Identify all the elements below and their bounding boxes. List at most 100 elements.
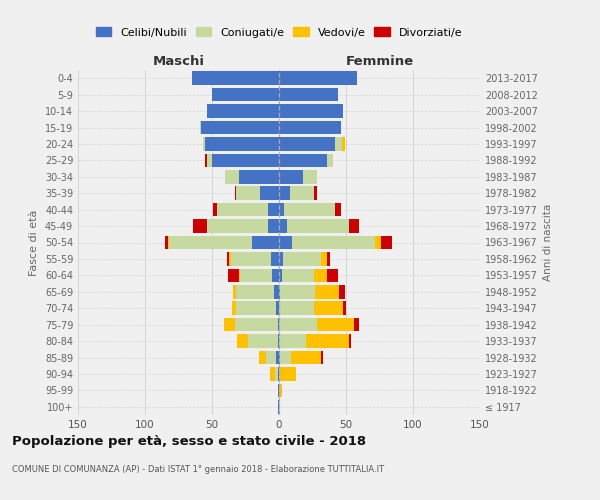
Bar bbox=[206, 104, 279, 118]
Bar bbox=[354, 318, 359, 332]
Bar bbox=[212, 154, 279, 167]
Bar bbox=[271, 252, 279, 266]
Bar bbox=[235, 318, 278, 332]
Bar bbox=[279, 154, 327, 167]
Bar bbox=[284, 203, 335, 216]
Bar bbox=[231, 252, 271, 266]
Bar bbox=[279, 252, 283, 266]
Bar bbox=[335, 203, 341, 216]
Text: Femmine: Femmine bbox=[346, 56, 413, 68]
Bar bbox=[268, 220, 279, 233]
Bar bbox=[205, 154, 206, 167]
Bar bbox=[206, 220, 268, 233]
Bar bbox=[236, 302, 277, 315]
Bar bbox=[279, 170, 303, 183]
Bar bbox=[169, 236, 252, 249]
Bar bbox=[279, 203, 284, 216]
Text: COMUNE DI COMUNANZA (AP) - Dati ISTAT 1° gennaio 2018 - Elaborazione TUTTITALIA.: COMUNE DI COMUNANZA (AP) - Dati ISTAT 1°… bbox=[12, 465, 384, 474]
Bar bbox=[205, 137, 279, 150]
Y-axis label: Fasce di età: Fasce di età bbox=[29, 210, 39, 276]
Bar bbox=[203, 137, 205, 150]
Bar bbox=[214, 203, 217, 216]
Bar bbox=[239, 268, 240, 282]
Bar bbox=[269, 367, 275, 380]
Bar bbox=[279, 384, 281, 397]
Bar bbox=[280, 351, 291, 364]
Bar bbox=[381, 236, 392, 249]
Bar bbox=[280, 367, 296, 380]
Bar bbox=[279, 367, 280, 380]
Bar bbox=[279, 72, 357, 85]
Bar bbox=[266, 351, 277, 364]
Bar bbox=[224, 318, 235, 332]
Bar bbox=[279, 104, 343, 118]
Bar bbox=[320, 252, 327, 266]
Bar bbox=[278, 384, 279, 397]
Bar bbox=[226, 170, 239, 183]
Bar bbox=[343, 302, 346, 315]
Bar bbox=[201, 121, 279, 134]
Bar bbox=[279, 137, 335, 150]
Bar bbox=[193, 220, 206, 233]
Bar bbox=[327, 252, 330, 266]
Bar bbox=[303, 170, 317, 183]
Bar bbox=[279, 121, 341, 134]
Bar bbox=[217, 203, 268, 216]
Bar bbox=[281, 268, 314, 282]
Bar bbox=[229, 252, 231, 266]
Bar bbox=[278, 367, 279, 380]
Bar bbox=[314, 186, 317, 200]
Bar bbox=[327, 268, 338, 282]
Bar bbox=[314, 302, 343, 315]
Bar bbox=[279, 186, 290, 200]
Bar bbox=[279, 334, 306, 348]
Bar bbox=[279, 351, 280, 364]
Bar bbox=[279, 268, 281, 282]
Bar bbox=[314, 268, 327, 282]
Bar bbox=[340, 285, 344, 298]
Bar bbox=[278, 400, 279, 413]
Bar bbox=[280, 285, 315, 298]
Bar bbox=[327, 154, 332, 167]
Bar bbox=[228, 268, 239, 282]
Bar bbox=[287, 220, 349, 233]
Bar bbox=[279, 285, 280, 298]
Bar bbox=[349, 220, 359, 233]
Bar bbox=[248, 334, 278, 348]
Bar bbox=[349, 334, 352, 348]
Bar bbox=[260, 186, 279, 200]
Bar bbox=[272, 268, 279, 282]
Bar bbox=[192, 72, 279, 85]
Bar bbox=[212, 88, 279, 102]
Bar bbox=[252, 236, 279, 249]
Bar bbox=[165, 236, 168, 249]
Bar bbox=[376, 236, 381, 249]
Legend: Celibi/Nubili, Coniugati/e, Vedovi/e, Divorziati/e: Celibi/Nubili, Coniugati/e, Vedovi/e, Di… bbox=[96, 28, 462, 38]
Bar bbox=[315, 285, 340, 298]
Bar bbox=[236, 186, 260, 200]
Bar bbox=[279, 236, 292, 249]
Bar bbox=[320, 351, 323, 364]
Bar bbox=[277, 351, 279, 364]
Bar bbox=[278, 318, 279, 332]
Bar bbox=[206, 154, 212, 167]
Bar bbox=[235, 186, 236, 200]
Bar bbox=[279, 302, 314, 315]
Bar bbox=[168, 236, 169, 249]
Bar bbox=[278, 334, 279, 348]
Bar bbox=[200, 121, 201, 134]
Bar bbox=[239, 170, 279, 183]
Bar bbox=[306, 334, 349, 348]
Bar bbox=[274, 285, 279, 298]
Bar bbox=[335, 137, 342, 150]
Bar bbox=[277, 302, 279, 315]
Bar bbox=[236, 285, 274, 298]
Bar bbox=[268, 203, 279, 216]
Text: Maschi: Maschi bbox=[152, 56, 205, 68]
Bar bbox=[232, 302, 236, 315]
Bar bbox=[233, 285, 236, 298]
Bar bbox=[227, 252, 229, 266]
Y-axis label: Anni di nascita: Anni di nascita bbox=[543, 204, 553, 281]
Bar bbox=[342, 137, 344, 150]
Bar bbox=[317, 318, 354, 332]
